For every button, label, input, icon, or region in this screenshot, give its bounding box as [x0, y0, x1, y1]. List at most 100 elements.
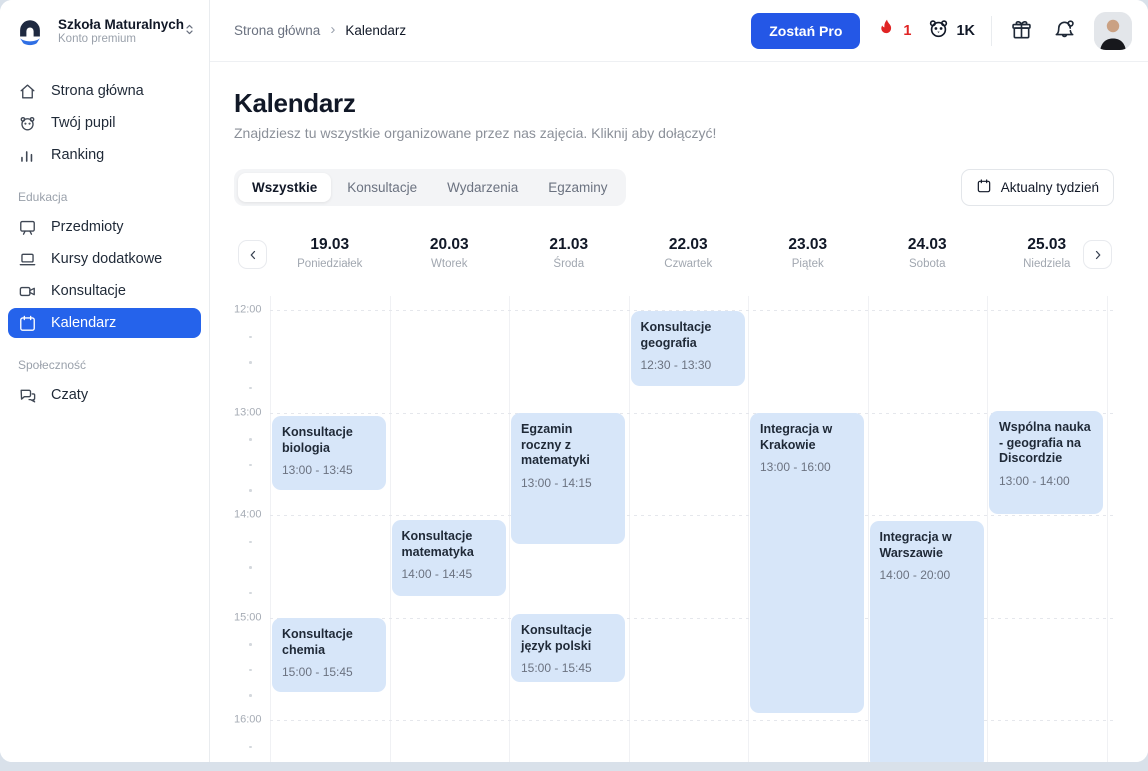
hour-label: 16:00: [234, 713, 262, 726]
notifications-button[interactable]: [1051, 16, 1078, 46]
event-title: Konsultacje matematyka: [401, 529, 474, 559]
workspace-switcher[interactable]: Szkoła Maturalnych Konto premium: [0, 10, 209, 60]
sidebar-item-home[interactable]: Strona główna: [8, 76, 201, 106]
day-weekday: Środa: [553, 258, 585, 270]
previous-week-button[interactable]: [238, 240, 267, 269]
streak-count: 1: [903, 22, 912, 39]
quarter-hour-dot: [249, 745, 252, 749]
tab-egzaminy[interactable]: Egzaminy: [534, 173, 621, 202]
bell-icon: [1053, 18, 1076, 44]
day-weekday: Niedziela: [1023, 258, 1071, 270]
calendar-event[interactable]: Konsultacje chemia 15:00 - 15:45: [272, 618, 386, 692]
points-counter[interactable]: 1K: [927, 17, 975, 45]
quarter-hour-dot: [249, 668, 252, 672]
column-line: [748, 296, 749, 762]
next-week-button[interactable]: [1083, 240, 1112, 269]
become-pro-button[interactable]: Zostań Pro: [751, 12, 861, 49]
event-time: 14:00 - 20:00: [879, 568, 951, 583]
column-line: [628, 296, 630, 762]
event-title: Konsultacje biologia: [282, 425, 353, 455]
calendar-event[interactable]: Konsultacje matematyka 14:00 - 14:45: [391, 520, 506, 596]
sidebar-item-przedmioty[interactable]: Przedmioty: [8, 212, 201, 242]
event-title: Wspólna nauka - geografia na Discordzie: [999, 420, 1091, 466]
calendar-event[interactable]: Konsultacje geografia 12:30 - 13:30: [630, 311, 745, 386]
calendar-event[interactable]: Integracja w Krakowie 13:00 - 16:00: [750, 413, 864, 713]
workspace-subtitle: Konto premium: [58, 33, 136, 46]
breadcrumb: Strona główna › Kalendarz: [234, 22, 407, 38]
sidebar-item-czaty[interactable]: Czaty: [8, 380, 201, 410]
breadcrumb-link[interactable]: Strona główna: [234, 23, 321, 38]
current-week-button[interactable]: Aktualny tydzień: [960, 169, 1114, 206]
calendar-event[interactable]: Egzamin roczny z matematyki 13:00 - 14:15: [511, 413, 625, 544]
video-camera-icon: [18, 281, 38, 301]
event-title: Integracja w Krakowie: [760, 422, 833, 452]
day-date: 22.03: [668, 236, 708, 253]
event-title: Konsultacje chemia: [282, 627, 353, 657]
event-title: Konsultacje język polski: [521, 623, 592, 653]
column-line: [509, 296, 510, 762]
day-date: 21.03: [549, 236, 589, 253]
tab-wszystkie[interactable]: Wszystkie: [238, 173, 332, 202]
hour-label: 13:00: [234, 405, 262, 418]
calendar-event[interactable]: Konsultacje język polski 15:00 - 15:45: [511, 614, 625, 682]
sidebar-item-ranking[interactable]: Ranking: [8, 140, 201, 170]
user-avatar[interactable]: [1094, 11, 1132, 50]
tab-wydarzenia[interactable]: Wydarzenia: [433, 173, 532, 202]
hour-label: 14:00: [234, 508, 262, 521]
tab-konsultacje[interactable]: Konsultacje: [333, 173, 431, 202]
sidebar-item-label: Ranking: [51, 147, 105, 163]
sidebar-item-kalendarz[interactable]: Kalendarz: [8, 308, 201, 338]
divider: [991, 15, 992, 46]
nav-section-label: Edukacja: [18, 190, 68, 204]
day-header: 21.03 Środa: [509, 236, 629, 270]
quarter-hour-dot: [249, 540, 252, 544]
sidebar-item-kursy[interactable]: Kursy dodatkowe: [8, 244, 201, 274]
filter-tabs: Wszystkie Konsultacje Wydarzenia Egzaminy: [234, 169, 626, 206]
sidebar-item-pupil[interactable]: Twój pupil: [8, 108, 201, 138]
quarter-hour-dot: [249, 643, 252, 646]
quarter-hour-dot: [249, 361, 252, 364]
quarter-hour-dot: [249, 438, 252, 441]
flame-icon: [876, 18, 897, 44]
streak-counter[interactable]: 1: [876, 18, 911, 44]
quarter-hour-dot: [249, 694, 252, 697]
day-weekday: Czwartek: [664, 258, 713, 270]
hour-line: [270, 515, 1114, 516]
event-time: 14:00 - 14:45: [401, 567, 473, 582]
event-time: 13:00 - 16:00: [760, 460, 831, 475]
calendar-event[interactable]: Integracja w Warszawie 14:00 - 20:00: [869, 521, 984, 762]
points-count: 1K: [956, 22, 975, 39]
day-weekday: Poniedziałek: [297, 258, 363, 270]
sidebar-item-label: Czaty: [51, 387, 89, 403]
day-weekday: Sobota: [909, 258, 946, 270]
sidebar-item-konsultacje[interactable]: Konsultacje: [8, 276, 201, 306]
day-date: 23.03: [788, 236, 828, 253]
pet-icon: [18, 113, 38, 133]
event-time: 13:00 - 14:15: [521, 475, 592, 490]
quarter-hour-dot: [249, 489, 252, 492]
hour-label: 12:00: [234, 303, 262, 316]
day-date: 24.03: [907, 236, 947, 253]
calendar-icon: [18, 313, 38, 333]
day-header: 23.03 Piątek: [748, 236, 868, 270]
gift-button[interactable]: [1008, 16, 1035, 46]
day-date: 25.03: [1027, 236, 1067, 253]
nav-section-label: Społeczność: [18, 358, 87, 372]
chevron-up-down-icon: [182, 22, 197, 42]
main-area: Strona główna › Kalendarz Zostań Pro 1: [210, 0, 1148, 762]
calendar-event[interactable]: Konsultacje biologia 13:00 - 13:45: [272, 416, 386, 490]
day-header: 19.03 Poniedziałek: [270, 236, 390, 270]
home-icon: [18, 81, 38, 101]
column-line: [987, 296, 988, 762]
sidebar-item-label: Kalendarz: [51, 315, 117, 331]
event-time: 13:00 - 13:45: [282, 463, 353, 478]
day-header: 24.03 Sobota: [868, 236, 988, 270]
calendar-icon: [976, 178, 992, 197]
sidebar-item-label: Konsultacje: [51, 283, 126, 299]
laptop-icon: [18, 249, 38, 269]
calendar-event[interactable]: Wspólna nauka - geografia na Discordzie 1…: [989, 411, 1103, 514]
page-subtitle: Znajdziesz tu wszystkie organizowane prz…: [234, 125, 717, 141]
column-line: [270, 296, 271, 762]
breadcrumb-current: Kalendarz: [345, 23, 407, 38]
workspace-title: Szkoła Maturalnych: [58, 17, 185, 32]
